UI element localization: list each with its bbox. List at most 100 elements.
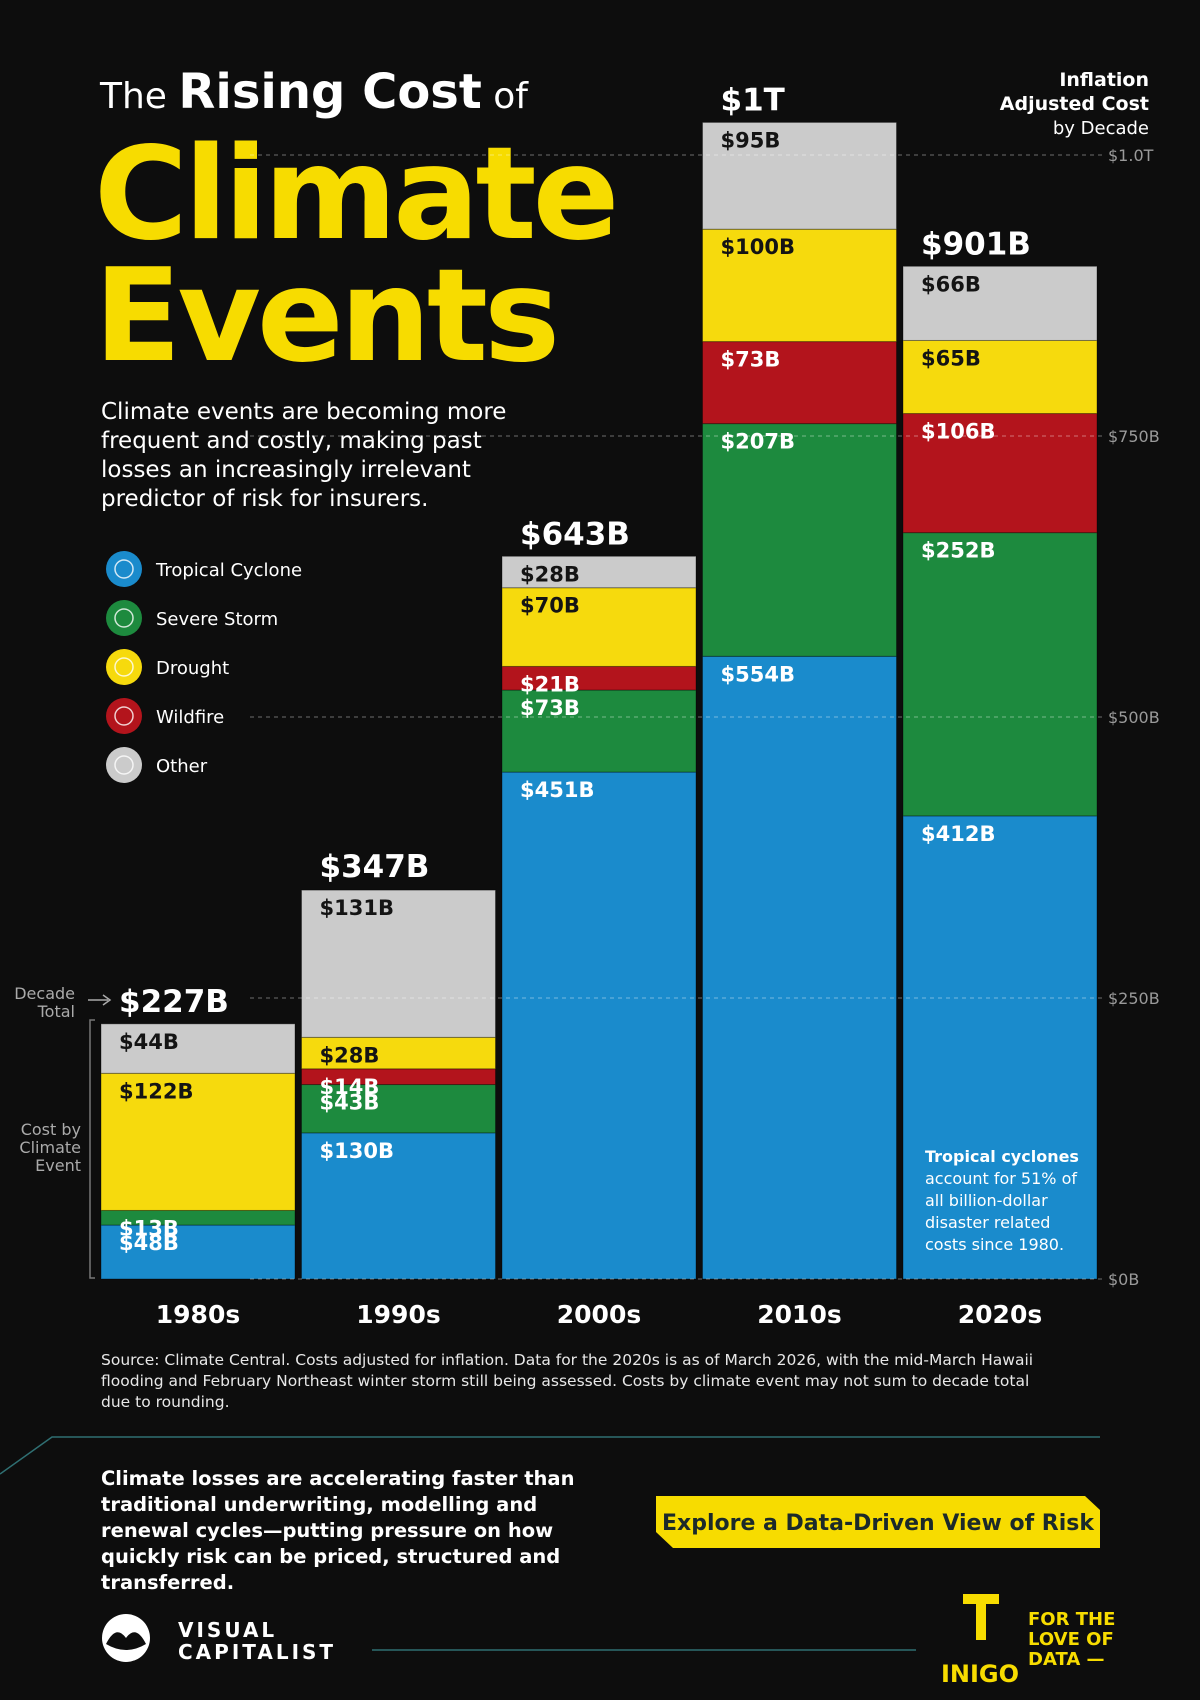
legend-label: Other xyxy=(156,756,208,777)
data-label: $21B xyxy=(520,672,580,696)
legend-label: Drought xyxy=(156,658,229,679)
data-label: $207B xyxy=(721,430,795,454)
annotation-text: account for 51% of all billion-dollar di… xyxy=(925,1169,1077,1254)
legend-icon-ring xyxy=(114,657,134,677)
bar-segment xyxy=(100,1224,296,1280)
data-label: $48B xyxy=(119,1231,179,1255)
data-label: $130B xyxy=(320,1139,394,1163)
logo-text: CAPITALIST xyxy=(178,1640,336,1664)
bar-segment xyxy=(501,771,697,1280)
footer-text: Climate losses are accelerating faster t… xyxy=(101,1467,575,1594)
legend-label: Tropical Cyclone xyxy=(155,560,302,581)
source: Source: Climate Central. Costs adjusted … xyxy=(101,1351,1034,1411)
total-label: $901B xyxy=(921,226,1031,262)
bar-segment xyxy=(100,1072,296,1211)
annotation: Tropical cyclones account for 51% of all… xyxy=(925,1146,1095,1256)
data-label: $73B xyxy=(520,696,580,720)
data-label: $131B xyxy=(320,896,394,920)
data-label: $451B xyxy=(520,778,594,802)
total-label: $643B xyxy=(520,516,630,552)
data-label: $28B xyxy=(520,562,580,586)
tagline: LOVE OF xyxy=(1028,1629,1114,1650)
bar-segment xyxy=(501,689,697,773)
bar-segment xyxy=(301,1084,496,1134)
x-tick-label: 1980s xyxy=(156,1300,240,1329)
y-tick-label: $1.0T xyxy=(1108,146,1154,165)
legend-icon xyxy=(106,747,142,783)
axis-title: by Decade xyxy=(1053,118,1149,139)
data-label: $412B xyxy=(921,822,995,846)
data-label: $95B xyxy=(721,128,781,152)
title-pre: The xyxy=(99,76,167,117)
bar-segment xyxy=(301,1036,496,1070)
note: Event xyxy=(35,1156,81,1175)
x-tick-label: 2020s xyxy=(958,1300,1042,1329)
button-label[interactable]: Explore a Data-Driven View of Risk xyxy=(662,1511,1095,1536)
y-tick-label: $500B xyxy=(1108,708,1160,727)
data-label: $73B xyxy=(721,348,781,372)
bar-segment xyxy=(702,228,897,343)
tagline: DATA — xyxy=(1028,1649,1105,1670)
x-tick-label: 1990s xyxy=(356,1300,440,1329)
data-label: $43B xyxy=(320,1091,380,1115)
data-label: $66B xyxy=(921,272,981,296)
logo-text: VISUAL xyxy=(178,1618,277,1642)
logo-icon-mark xyxy=(106,1632,146,1650)
legend-icon xyxy=(106,649,142,685)
bar-segment xyxy=(501,555,697,589)
data-label: $70B xyxy=(520,594,580,618)
data-label: $44B xyxy=(119,1030,179,1054)
note: Total xyxy=(37,1002,75,1021)
title-bold: Rising Cost xyxy=(178,64,481,120)
data-label: $14B xyxy=(320,1075,380,1099)
data-label: $65B xyxy=(921,346,981,370)
data-label: $106B xyxy=(921,420,995,444)
legend-icon xyxy=(106,600,142,636)
y-tick-label: $250B xyxy=(1108,989,1160,1008)
total-label: $347B xyxy=(320,849,430,885)
arrow-head xyxy=(102,994,112,1006)
title-post: of xyxy=(493,76,529,117)
total-label: $227B xyxy=(119,984,229,1020)
data-label: $28B xyxy=(320,1043,380,1067)
legend-icon-ring xyxy=(114,755,134,775)
legend-label: Severe Storm xyxy=(156,609,278,630)
legend-icon xyxy=(106,551,142,587)
title: The Rising Cost of xyxy=(99,64,529,120)
data-label: $252B xyxy=(921,539,995,563)
axis-title: Inflation xyxy=(1059,69,1149,91)
bar-segment xyxy=(301,889,496,1038)
legend-icon-ring xyxy=(114,608,134,628)
title-line3: Events xyxy=(94,242,556,391)
bar-segment xyxy=(100,1023,296,1074)
bracket xyxy=(89,1019,95,1279)
bar-segment xyxy=(902,532,1098,817)
bar-segment xyxy=(702,655,897,1280)
data-label: $554B xyxy=(721,662,795,686)
bar-segment xyxy=(702,423,897,657)
bar-segment xyxy=(702,341,897,425)
title-line2: Climate xyxy=(94,120,615,269)
partner-name: INIGO xyxy=(941,1660,1019,1688)
bar-segment xyxy=(902,265,1098,341)
data-label: $122B xyxy=(119,1079,193,1103)
bar-segment xyxy=(902,339,1098,415)
bar-segment xyxy=(902,413,1098,534)
x-tick-label: 2000s xyxy=(557,1300,641,1329)
bar-segment xyxy=(301,1132,496,1280)
button-bg[interactable] xyxy=(656,1496,1100,1548)
axis-title: Adjusted Cost xyxy=(1000,93,1149,115)
y-tick-label: $750B xyxy=(1108,427,1160,446)
annotation-bold: Tropical cyclones xyxy=(925,1147,1079,1166)
note: Decade xyxy=(14,984,75,1003)
tagline: FOR THE xyxy=(1028,1609,1115,1630)
x-tick-label: 2010s xyxy=(757,1300,841,1329)
total-label: $1T xyxy=(721,82,785,118)
description: Climate events are becoming more frequen… xyxy=(101,399,507,512)
data-label: $100B xyxy=(721,235,795,259)
legend-label: Wildfire xyxy=(156,707,224,728)
legend-icon xyxy=(106,698,142,734)
note: Climate xyxy=(19,1138,81,1157)
